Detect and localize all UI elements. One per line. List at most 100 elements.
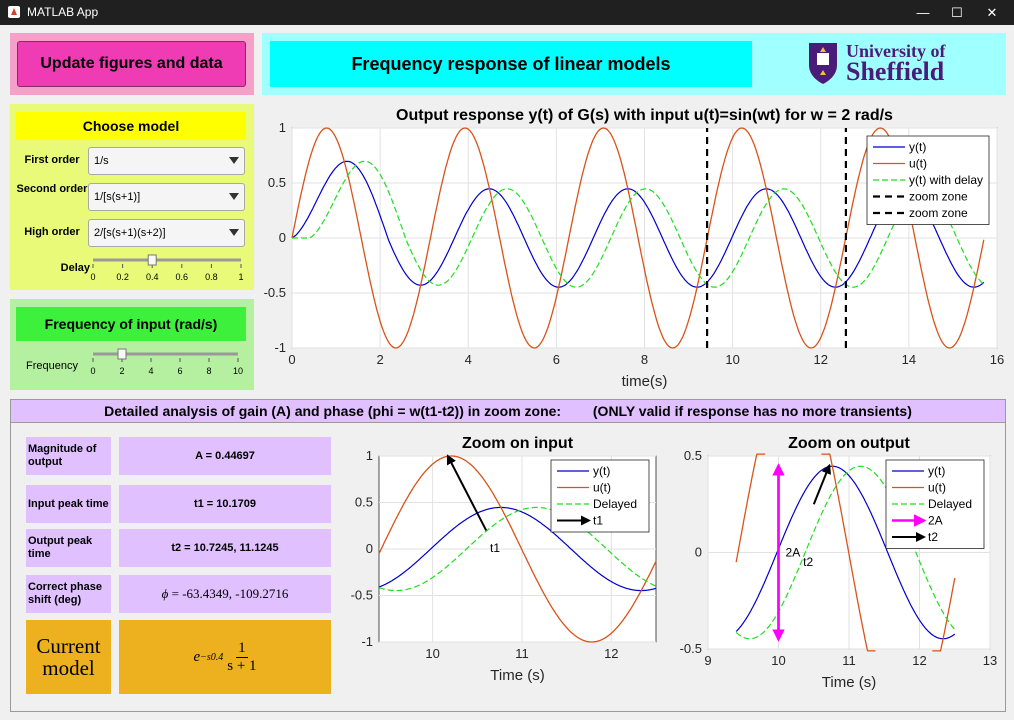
delay-tick-label: 1 — [238, 272, 243, 282]
chart-title: Zoom on input — [462, 435, 574, 452]
y-tick-label: 1 — [366, 448, 373, 463]
current-model-formula: e −s0.4 1 s + 1 — [119, 620, 331, 694]
series-line-y-t- — [291, 160, 985, 288]
frequency-tick-label: 4 — [148, 366, 153, 376]
y-tick-label: 0.5 — [355, 495, 373, 510]
analysis-header: Detailed analysis of gain (A) and phase … — [11, 400, 1005, 423]
phi-symbol: ϕ — [161, 586, 169, 601]
second-order-dropdown[interactable]: 1/[s(s+1)] — [88, 183, 245, 211]
phase-shift-value: ϕ = -63.4349, -109.2716 — [119, 575, 331, 613]
window-titlebar: MATLAB App — ☐ ✕ — [0, 0, 1014, 25]
x-tick-label: 16 — [990, 352, 1004, 367]
analysis-panel: Detailed analysis of gain (A) and phase … — [10, 399, 1006, 712]
y-tick-label: 1 — [279, 120, 286, 135]
y-tick-label: 0.5 — [268, 175, 286, 190]
magnitude-value: A = 0.44697 — [119, 437, 331, 475]
university-crest-icon — [809, 43, 837, 84]
delay-slider[interactable]: 0 0.2 0.4 0.6 0.8 1 — [88, 252, 248, 286]
legend-entry: u(t) — [593, 481, 611, 495]
analysis-header-right: (ONLY valid if response has no more tran… — [592, 403, 912, 419]
formula-denominator: s + 1 — [227, 657, 257, 674]
app-title: Frequency response of linear models — [270, 41, 752, 87]
legend-entry: t1 — [593, 514, 603, 528]
legend-entry: y(t) — [593, 464, 610, 478]
x-axis-label: Time (s) — [490, 667, 544, 684]
phase-shift-text: = -63.4349, -109.2716 — [171, 586, 289, 601]
frequency-tick-label: 8 — [206, 366, 211, 376]
chart-title: Zoom on output — [788, 435, 910, 452]
legend-entry: u(t) — [909, 157, 927, 171]
y-tick-label: 0.5 — [684, 448, 702, 463]
legend-entry: zoom zone — [909, 190, 968, 204]
legend-entry: t2 — [928, 530, 938, 544]
high-order-value: 2/[s(s+1)(s+2)] — [94, 227, 166, 239]
series-line-y-t-with-delay — [292, 160, 985, 288]
t1-annotation: t1 — [490, 541, 500, 555]
minimize-icon[interactable]: — — [916, 5, 930, 20]
legend-entry: Delayed — [593, 497, 637, 511]
main-response-chart[interactable]: 0 2 4 6 8 10 12 14 16 1 0.5 0 -0.5 -1 Output response … — [262, 100, 1006, 392]
x-tick-label: 4 — [465, 352, 472, 367]
high-order-dropdown[interactable]: 2/[s(s+1)(s+2)] — [88, 219, 245, 247]
series-line-delayed — [378, 506, 657, 592]
zoom-input-area: t1 10 11 12 1 0.5 0 -0.5 -1 Zoom on input Time (s)… — [341, 428, 671, 711]
legend-entry: y(t) — [928, 464, 945, 478]
series-line-t2 — [812, 463, 831, 505]
first-order-value: 1/s — [94, 155, 109, 167]
x-tick-label: 12 — [912, 653, 926, 668]
frequency-tick-label: 6 — [177, 366, 182, 376]
series-line-u-t- — [378, 455, 657, 643]
delay-label: Delay — [60, 262, 90, 274]
delay-tick-label: 0.4 — [146, 272, 159, 282]
x-tick-label: 8 — [641, 352, 648, 367]
x-tick-label: 6 — [553, 352, 560, 367]
high-order-label: High order — [24, 226, 80, 238]
zoom-output-area: 2A t2 9 10 11 12 13 0.5 0 -0.5 Zoom on output Time … — [676, 428, 1004, 711]
input-peak-value: t1 = 10.1709 — [119, 485, 331, 523]
close-icon[interactable]: ✕ — [986, 5, 998, 20]
university-logo-line2: Sheffield — [846, 57, 945, 86]
phase-shift-label: Correct phase shift (deg) — [26, 575, 111, 613]
chart-legend: y(t) u(t) Delayed 2A t2 — [885, 459, 985, 549]
x-tick-label: 10 — [725, 352, 739, 367]
matlab-app-icon — [8, 6, 20, 18]
legend-entry: Delayed — [928, 497, 972, 511]
frequency-slider[interactable]: 0 2 4 6 8 10 — [88, 346, 248, 382]
output-peak-label: Output peak time — [26, 529, 111, 567]
formula-base: e — [193, 648, 201, 665]
chart-legend: y(t) u(t) Delayed t1 — [550, 459, 650, 533]
first-order-dropdown[interactable]: 1/s — [88, 147, 245, 175]
x-tick-label: 10 — [771, 653, 785, 668]
frequency-title: Frequency of input (rad/s) — [16, 307, 246, 341]
maximize-icon[interactable]: ☐ — [951, 5, 963, 20]
legend-entry: y(t) — [909, 140, 926, 154]
second-order-value: 1/[s(s+1)] — [94, 191, 141, 203]
y-tick-label: -1 — [274, 340, 286, 355]
delay-tick-label: 0 — [90, 272, 95, 282]
x-tick-label: 2 — [377, 352, 384, 367]
legend-entry: zoom zone — [909, 206, 968, 220]
choose-model-panel: Choose model First order 1/s Second orde… — [10, 104, 254, 290]
chevron-down-icon — [229, 157, 239, 164]
chevron-down-icon — [229, 193, 239, 200]
zoom-input-chart[interactable]: t1 10 11 12 1 0.5 0 -0.5 -1 Zoom on input Time (s)… — [341, 428, 671, 711]
first-order-label: First order — [24, 154, 80, 166]
main-plot-area: 0 2 4 6 8 10 12 14 16 1 0.5 0 -0.5 -1 Output response … — [262, 100, 1006, 392]
x-tick-label: 12 — [604, 646, 618, 661]
x-tick-label: 12 — [814, 352, 828, 367]
y-tick-label: 0 — [695, 545, 702, 560]
frequency-tick-label: 0 — [90, 366, 95, 376]
x-axis-label: Time (s) — [822, 674, 876, 691]
header-panel: Frequency response of linear models Univ… — [262, 33, 1006, 95]
chevron-down-icon — [229, 229, 239, 236]
frequency-tick-label: 2 — [119, 366, 124, 376]
chart-legend: y(t) u(t) y(t) with delay zoom zone zoom zon… — [866, 135, 990, 225]
formula-numerator: 1 — [236, 639, 248, 658]
frequency-panel: Frequency of input (rad/s) Frequency 0 2 4… — [10, 299, 254, 390]
x-tick-label: 13 — [983, 653, 997, 668]
x-tick-label: 14 — [902, 352, 916, 367]
update-figures-button[interactable]: Update figures and data — [17, 41, 246, 87]
series-line-t1 — [446, 454, 488, 531]
y-tick-label: -0.5 — [264, 285, 286, 300]
